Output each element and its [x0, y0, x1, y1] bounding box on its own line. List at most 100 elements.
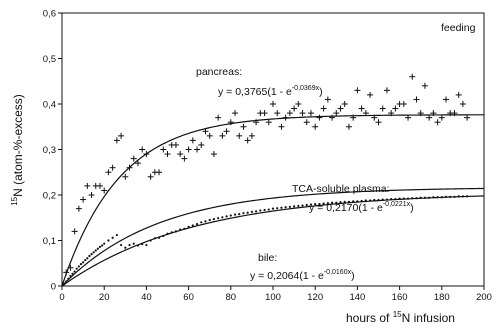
bile-point [162, 234, 165, 238]
bile-point [149, 239, 152, 242]
y-axis-ticks: 0 0,1 0,2 0,3 0,4 0,5 0,6 [43, 9, 62, 293]
bile-annotation: bile: y = 0,2064(1 - e-0,0160x) [250, 252, 355, 282]
bile-point [128, 243, 131, 247]
pancreas-point [409, 73, 416, 80]
bile-point [246, 211, 249, 214]
bile-point [394, 197, 397, 201]
pancreas-point [181, 155, 188, 162]
x-tick-label: 140 [349, 292, 365, 303]
bile-point [419, 196, 422, 199]
bile-point [132, 242, 135, 245]
pancreas-point [367, 91, 374, 98]
bile-point [174, 230, 178, 233]
bile-point [356, 200, 359, 203]
bile-point [233, 213, 237, 216]
pancreas-point [177, 151, 184, 158]
bile-point [75, 267, 78, 270]
bile-point [440, 196, 443, 199]
y-tick-label: 0 [51, 282, 56, 293]
pancreas-point [405, 114, 412, 121]
pancreas-point [147, 173, 154, 180]
bile-point [100, 244, 104, 247]
pancreas-point [316, 114, 323, 121]
pancreas-point [371, 114, 378, 121]
bile-point [238, 213, 241, 216]
bile-point [314, 203, 317, 206]
y-tick-label: 0,6 [43, 9, 56, 20]
pancreas-point [383, 87, 390, 94]
bile-point [276, 207, 279, 210]
pancreas-point [67, 264, 74, 271]
bile-point [141, 243, 144, 246]
pancreas-point [160, 146, 167, 153]
bile-point [242, 212, 245, 215]
bile-point [94, 249, 97, 252]
pancreas-point [232, 110, 239, 117]
pancreas-point [464, 114, 471, 121]
bile-point [352, 200, 355, 203]
pancreas-point [307, 110, 314, 117]
y-tick-label: 0,1 [43, 236, 56, 247]
bile-point [82, 261, 85, 264]
bile-point [309, 203, 313, 206]
pancreas-point [362, 110, 369, 117]
corner-label: feeding [441, 22, 476, 34]
bile-point [145, 243, 148, 247]
bile-point [415, 197, 418, 200]
bile-point [360, 199, 363, 203]
bile-point [305, 203, 308, 207]
x-tick-label: 120 [307, 292, 323, 303]
bile-point [90, 253, 93, 256]
pancreas-point [451, 110, 458, 117]
pancreas-label: pancreas: [196, 66, 242, 78]
bile-point [436, 196, 439, 199]
x-tick-label: 160 [392, 292, 408, 303]
bile-point [71, 272, 74, 275]
pancreas-point [198, 141, 205, 148]
pancreas-point [101, 187, 108, 194]
pancreas-point [400, 101, 407, 107]
bile-fit-curve [61, 195, 485, 287]
pancreas-point [375, 119, 382, 126]
pancreas-point [337, 105, 344, 112]
pancreas-point [417, 110, 424, 117]
pancreas-point [215, 114, 222, 121]
bile-point [179, 228, 182, 231]
bile-point [92, 251, 95, 254]
pancreas-point [388, 110, 395, 117]
bile-point [170, 231, 173, 234]
y-tick-label: 0,4 [43, 100, 56, 111]
pancreas-point [105, 169, 112, 176]
bile-point [267, 208, 270, 211]
pancreas-point [248, 132, 255, 139]
bile-point [225, 215, 228, 218]
bile-label: bile: [258, 252, 277, 264]
bile-point [377, 198, 380, 202]
bile-point [364, 199, 367, 202]
pancreas-point [350, 114, 357, 121]
bile-point [115, 233, 118, 237]
y-tick-label: 0,2 [43, 191, 56, 202]
pancreas-point [430, 110, 437, 117]
bile-point [88, 254, 91, 258]
bile-point [212, 218, 216, 221]
pancreas-point [345, 123, 352, 130]
pancreas-point [164, 151, 171, 158]
pancreas-annotation: pancreas: y = 0,3765(1 - e-0,0369x) [196, 66, 323, 98]
pancreas-point [426, 114, 433, 121]
pancreas-point [189, 137, 196, 144]
y-tick-label: 0,5 [43, 54, 56, 65]
pancreas-point [96, 182, 103, 189]
bile-point [69, 274, 72, 278]
pancreas-point [185, 146, 192, 153]
pancreas-point [202, 128, 209, 135]
bile-point [335, 201, 338, 204]
bile-point [423, 196, 427, 199]
pancreas-point [320, 105, 327, 112]
pancreas-point [299, 110, 306, 117]
pancreas-point [358, 105, 365, 112]
pancreas-point [286, 110, 293, 117]
pancreas-point [139, 146, 146, 153]
bile-point [107, 239, 110, 242]
